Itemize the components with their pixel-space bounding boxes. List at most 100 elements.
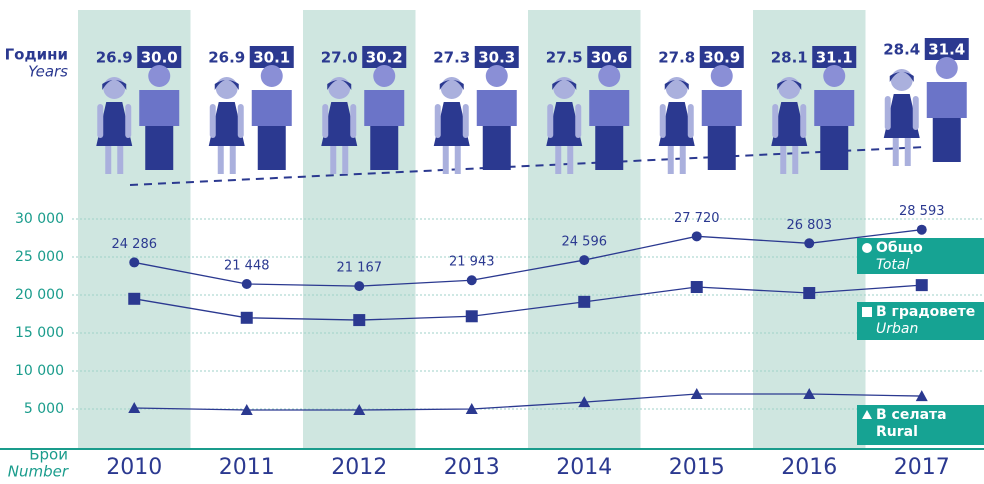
- female-age-label: 27.5: [546, 49, 583, 67]
- male-age-label: 30.3: [478, 49, 515, 67]
- male-pants: [370, 126, 399, 170]
- female-arm: [209, 104, 216, 138]
- male-age-label: 30.9: [703, 49, 740, 67]
- data-label: 21 448: [224, 258, 270, 273]
- x-tick-label: 2012: [331, 455, 387, 480]
- legend-label-en: Rural: [876, 424, 918, 440]
- series-line: [134, 229, 922, 287]
- male-pants: [595, 126, 624, 170]
- legend-box: [857, 302, 984, 340]
- x-tick-label: 2011: [219, 455, 275, 480]
- y-tick-label: 5 000: [24, 401, 64, 417]
- male-shirt: [476, 90, 517, 126]
- female-dress: [96, 102, 133, 146]
- data-point: [129, 257, 140, 268]
- male-head: [935, 57, 958, 79]
- male-head: [598, 65, 621, 87]
- data-point: [916, 224, 927, 235]
- female-leg: [105, 146, 112, 174]
- y-label-en: Number: [8, 463, 69, 481]
- female-head: [215, 77, 238, 99]
- legend-marker: [862, 307, 872, 317]
- female-arm: [237, 104, 244, 138]
- male-head: [710, 65, 733, 87]
- male-age-box: [137, 46, 182, 68]
- data-point: [240, 311, 253, 324]
- y-tick-label: 10 000: [15, 363, 64, 379]
- female-dress: [433, 102, 470, 146]
- legend-marker: [862, 410, 872, 419]
- male-age-label: 30.0: [141, 49, 178, 67]
- age-label-en: Years: [28, 63, 68, 81]
- female-leg: [792, 146, 799, 174]
- female-head: [778, 77, 801, 99]
- data-label: 28 593: [899, 204, 945, 219]
- female-hair: [327, 80, 352, 90]
- male-age-label: 30.2: [366, 49, 403, 67]
- data-point: [353, 314, 366, 327]
- male-shirt: [139, 90, 180, 126]
- male-head: [823, 65, 846, 87]
- data-point: [578, 396, 591, 408]
- female-age-label: 28.1: [771, 49, 808, 67]
- data-point: [466, 275, 477, 286]
- female-hair: [777, 80, 802, 90]
- female-arm: [322, 104, 329, 138]
- legend-marker: [862, 243, 872, 253]
- data-point: [465, 403, 478, 414]
- female-leg: [117, 146, 124, 174]
- female-head: [553, 77, 576, 99]
- female-hair: [439, 80, 464, 90]
- data-point: [241, 278, 252, 289]
- male-age-label: 31.1: [816, 49, 853, 67]
- male-head: [260, 65, 283, 87]
- x-tick-label: 2017: [894, 455, 950, 480]
- data-label: 24 596: [562, 235, 608, 250]
- data-point: [690, 388, 703, 400]
- column-band: [78, 10, 191, 449]
- male-age-label: 30.1: [253, 49, 290, 67]
- male-pants: [932, 118, 961, 162]
- female-leg: [892, 138, 899, 166]
- female-hair: [664, 80, 689, 90]
- data-point: [240, 403, 253, 415]
- female-arm: [659, 104, 666, 138]
- female-age-label: 27.3: [433, 49, 470, 67]
- female-age-label: 27.8: [658, 49, 695, 67]
- male-shirt: [814, 90, 855, 126]
- male-head: [373, 65, 396, 87]
- female-hair: [889, 72, 914, 82]
- female-head: [890, 69, 913, 91]
- female-leg: [217, 146, 224, 174]
- female-hair: [552, 80, 577, 90]
- female-leg: [342, 146, 349, 174]
- data-point: [803, 287, 816, 300]
- x-tick-label: 2015: [669, 455, 725, 480]
- data-point: [465, 310, 478, 323]
- male-head: [148, 65, 171, 87]
- y-tick-label: 25 000: [15, 249, 64, 265]
- data-point: [915, 390, 928, 402]
- male-shirt: [589, 90, 630, 126]
- data-point: [690, 281, 703, 294]
- female-leg: [454, 146, 461, 174]
- female-arm: [125, 104, 132, 138]
- female-head: [665, 77, 688, 99]
- female-leg: [229, 146, 236, 174]
- male-shirt: [701, 90, 742, 126]
- male-age-box: [699, 46, 744, 68]
- x-tick-label: 2010: [106, 455, 162, 480]
- male-age-box: [362, 46, 407, 68]
- male-age-box: [924, 38, 969, 60]
- female-age-label: 28.4: [883, 41, 920, 59]
- y-tick-label: 30 000: [15, 211, 64, 227]
- male-shirt: [926, 82, 967, 118]
- y-tick-label: 20 000: [15, 287, 64, 303]
- female-leg: [780, 146, 787, 174]
- female-dress: [883, 94, 920, 138]
- male-age-label: 30.6: [591, 49, 628, 67]
- female-leg: [567, 146, 574, 174]
- female-arm: [97, 104, 104, 138]
- female-arm: [800, 104, 807, 138]
- female-age-label: 26.9: [208, 49, 245, 67]
